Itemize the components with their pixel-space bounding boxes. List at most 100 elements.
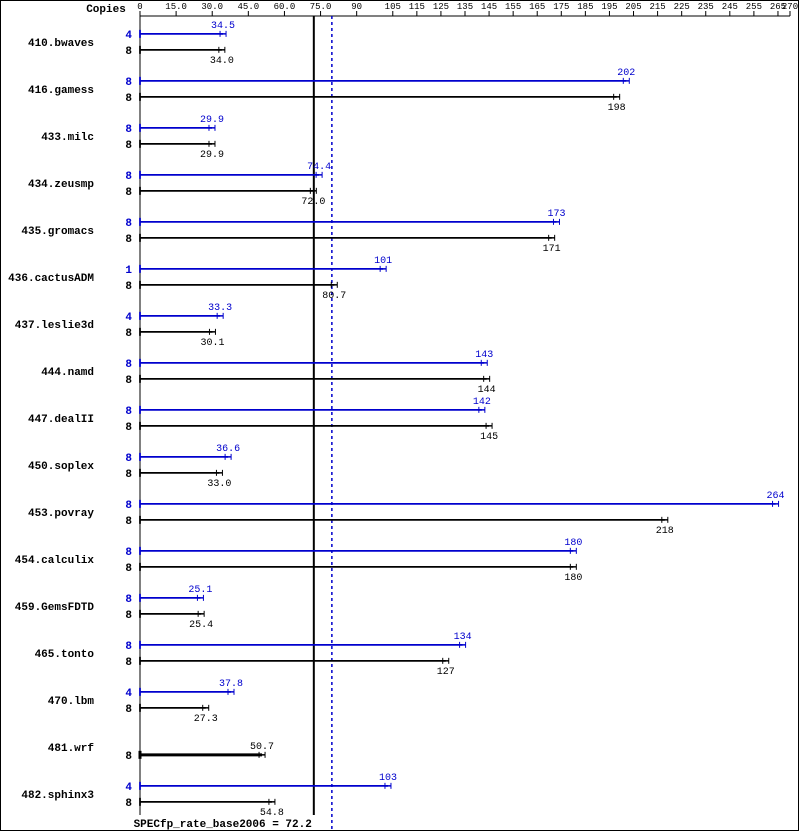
value-base: 171 (543, 244, 561, 255)
copies-peak: 8 (125, 453, 132, 465)
copies-peak: 8 (125, 77, 132, 89)
copies-peak: 8 (125, 218, 132, 230)
value-peak: 142 (473, 397, 491, 408)
axis-tick-label: 225 (674, 2, 690, 12)
summary-base: SPECfp_rate_base2006 = 72.2 (134, 819, 312, 831)
value-peak: 36.6 (216, 444, 240, 455)
benchmark-name: 434.zeusmp (28, 179, 94, 191)
axis-tick-label: 155 (505, 2, 521, 12)
axis-tick-label: 0 (137, 2, 142, 12)
value-base: 34.0 (210, 56, 234, 67)
benchmark-name: 470.lbm (48, 696, 95, 708)
value-peak: 202 (617, 68, 635, 79)
copies-peak: 8 (125, 641, 132, 653)
axis-tick-label: 60.0 (274, 2, 296, 12)
copies-base: 8 (125, 469, 132, 481)
axis-tick-label: 15.0 (165, 2, 187, 12)
copies-base: 8 (125, 516, 132, 528)
axis-tick-label: 270 (782, 2, 798, 12)
copies-peak: 8 (125, 359, 132, 371)
value-base: 27.3 (194, 714, 218, 725)
benchmark-name: 454.calculix (15, 555, 95, 567)
copies-base: 8 (125, 375, 132, 387)
value-peak: 74.4 (307, 162, 331, 173)
copies-peak: 4 (125, 688, 132, 700)
copies-base: 8 (125, 751, 132, 763)
benchmark-name: 453.povray (28, 508, 94, 520)
axis-tick-label: 105 (385, 2, 401, 12)
copies-peak: 8 (125, 171, 132, 183)
axis-tick-label: 255 (746, 2, 762, 12)
specfp-rate-chart: Copies015.030.045.060.075.09010511512513… (0, 0, 799, 831)
copies-base: 8 (125, 704, 132, 716)
copies-peak: 4 (125, 312, 132, 324)
value-base: 127 (437, 667, 455, 678)
benchmark-name: 436.cactusADM (8, 273, 94, 285)
benchmark-name: 444.namd (41, 367, 94, 379)
copies-base: 8 (125, 798, 132, 810)
copies-peak: 8 (125, 500, 132, 512)
copies-base: 8 (125, 187, 132, 199)
axis-tick-label: 195 (601, 2, 617, 12)
value-peak: 264 (767, 491, 785, 502)
value-base: 30.1 (200, 338, 224, 349)
copies-peak: 8 (125, 124, 132, 136)
benchmark-name: 435.gromacs (21, 226, 94, 238)
value-base: 145 (480, 432, 498, 443)
axis-tick-label: 145 (481, 2, 497, 12)
value-peak: 37.8 (219, 679, 243, 690)
copies-peak: 8 (125, 594, 132, 606)
value-base: 33.0 (207, 479, 231, 490)
axis-tick-label: 235 (698, 2, 714, 12)
axis-tick-label: 125 (433, 2, 449, 12)
copies-base: 8 (125, 93, 132, 105)
value-base: 180 (564, 573, 582, 584)
copies-base: 8 (125, 281, 132, 293)
value-peak: 25.1 (188, 585, 212, 596)
value-peak: 101 (374, 256, 392, 267)
value-peak: 134 (454, 632, 472, 643)
copies-base: 8 (125, 422, 132, 434)
benchmark-name: 447.dealII (28, 414, 94, 426)
axis-tick-label: 45.0 (238, 2, 260, 12)
value-peak: 143 (475, 350, 493, 361)
chart-background (0, 0, 799, 831)
value-base: 80.7 (322, 291, 346, 302)
axis-tick-label: 175 (553, 2, 569, 12)
benchmark-name: 437.leslie3d (15, 320, 94, 332)
copies-base: 8 (125, 46, 132, 58)
copies-base: 8 (125, 234, 132, 246)
value-base: 144 (478, 385, 496, 396)
benchmark-name: 450.soplex (28, 461, 94, 473)
value-base: 72.0 (301, 197, 325, 208)
benchmark-name: 433.milc (41, 132, 94, 144)
value-base: 29.9 (200, 150, 224, 161)
value-peak: 33.3 (208, 303, 232, 314)
value-base: 198 (608, 103, 626, 114)
axis-tick-label: 215 (649, 2, 665, 12)
benchmark-name: 481.wrf (48, 743, 95, 755)
value-base: 50.7 (250, 742, 274, 753)
value-peak: 29.9 (200, 115, 224, 126)
axis-tick-label: 75.0 (310, 2, 332, 12)
axis-tick-label: 185 (577, 2, 593, 12)
axis-tick-label: 245 (722, 2, 738, 12)
copies-base: 8 (125, 563, 132, 575)
value-base: 218 (656, 526, 674, 537)
benchmark-name: 482.sphinx3 (21, 790, 94, 802)
value-peak: 103 (379, 773, 397, 784)
axis-tick-label: 90 (351, 2, 362, 12)
copies-peak: 8 (125, 406, 132, 418)
axis-tick-label: 30.0 (201, 2, 223, 12)
copies-peak: 4 (125, 30, 132, 42)
value-base: 25.4 (189, 620, 213, 631)
axis-tick-label: 135 (457, 2, 473, 12)
copies-base: 8 (125, 610, 132, 622)
value-peak: 34.5 (211, 21, 235, 32)
benchmark-name: 465.tonto (35, 649, 95, 661)
benchmark-name: 459.GemsFDTD (15, 602, 95, 614)
benchmark-name: 410.bwaves (28, 38, 94, 50)
copies-peak: 1 (125, 265, 132, 277)
axis-tick-label: 115 (409, 2, 425, 12)
value-base: 54.8 (260, 808, 284, 819)
